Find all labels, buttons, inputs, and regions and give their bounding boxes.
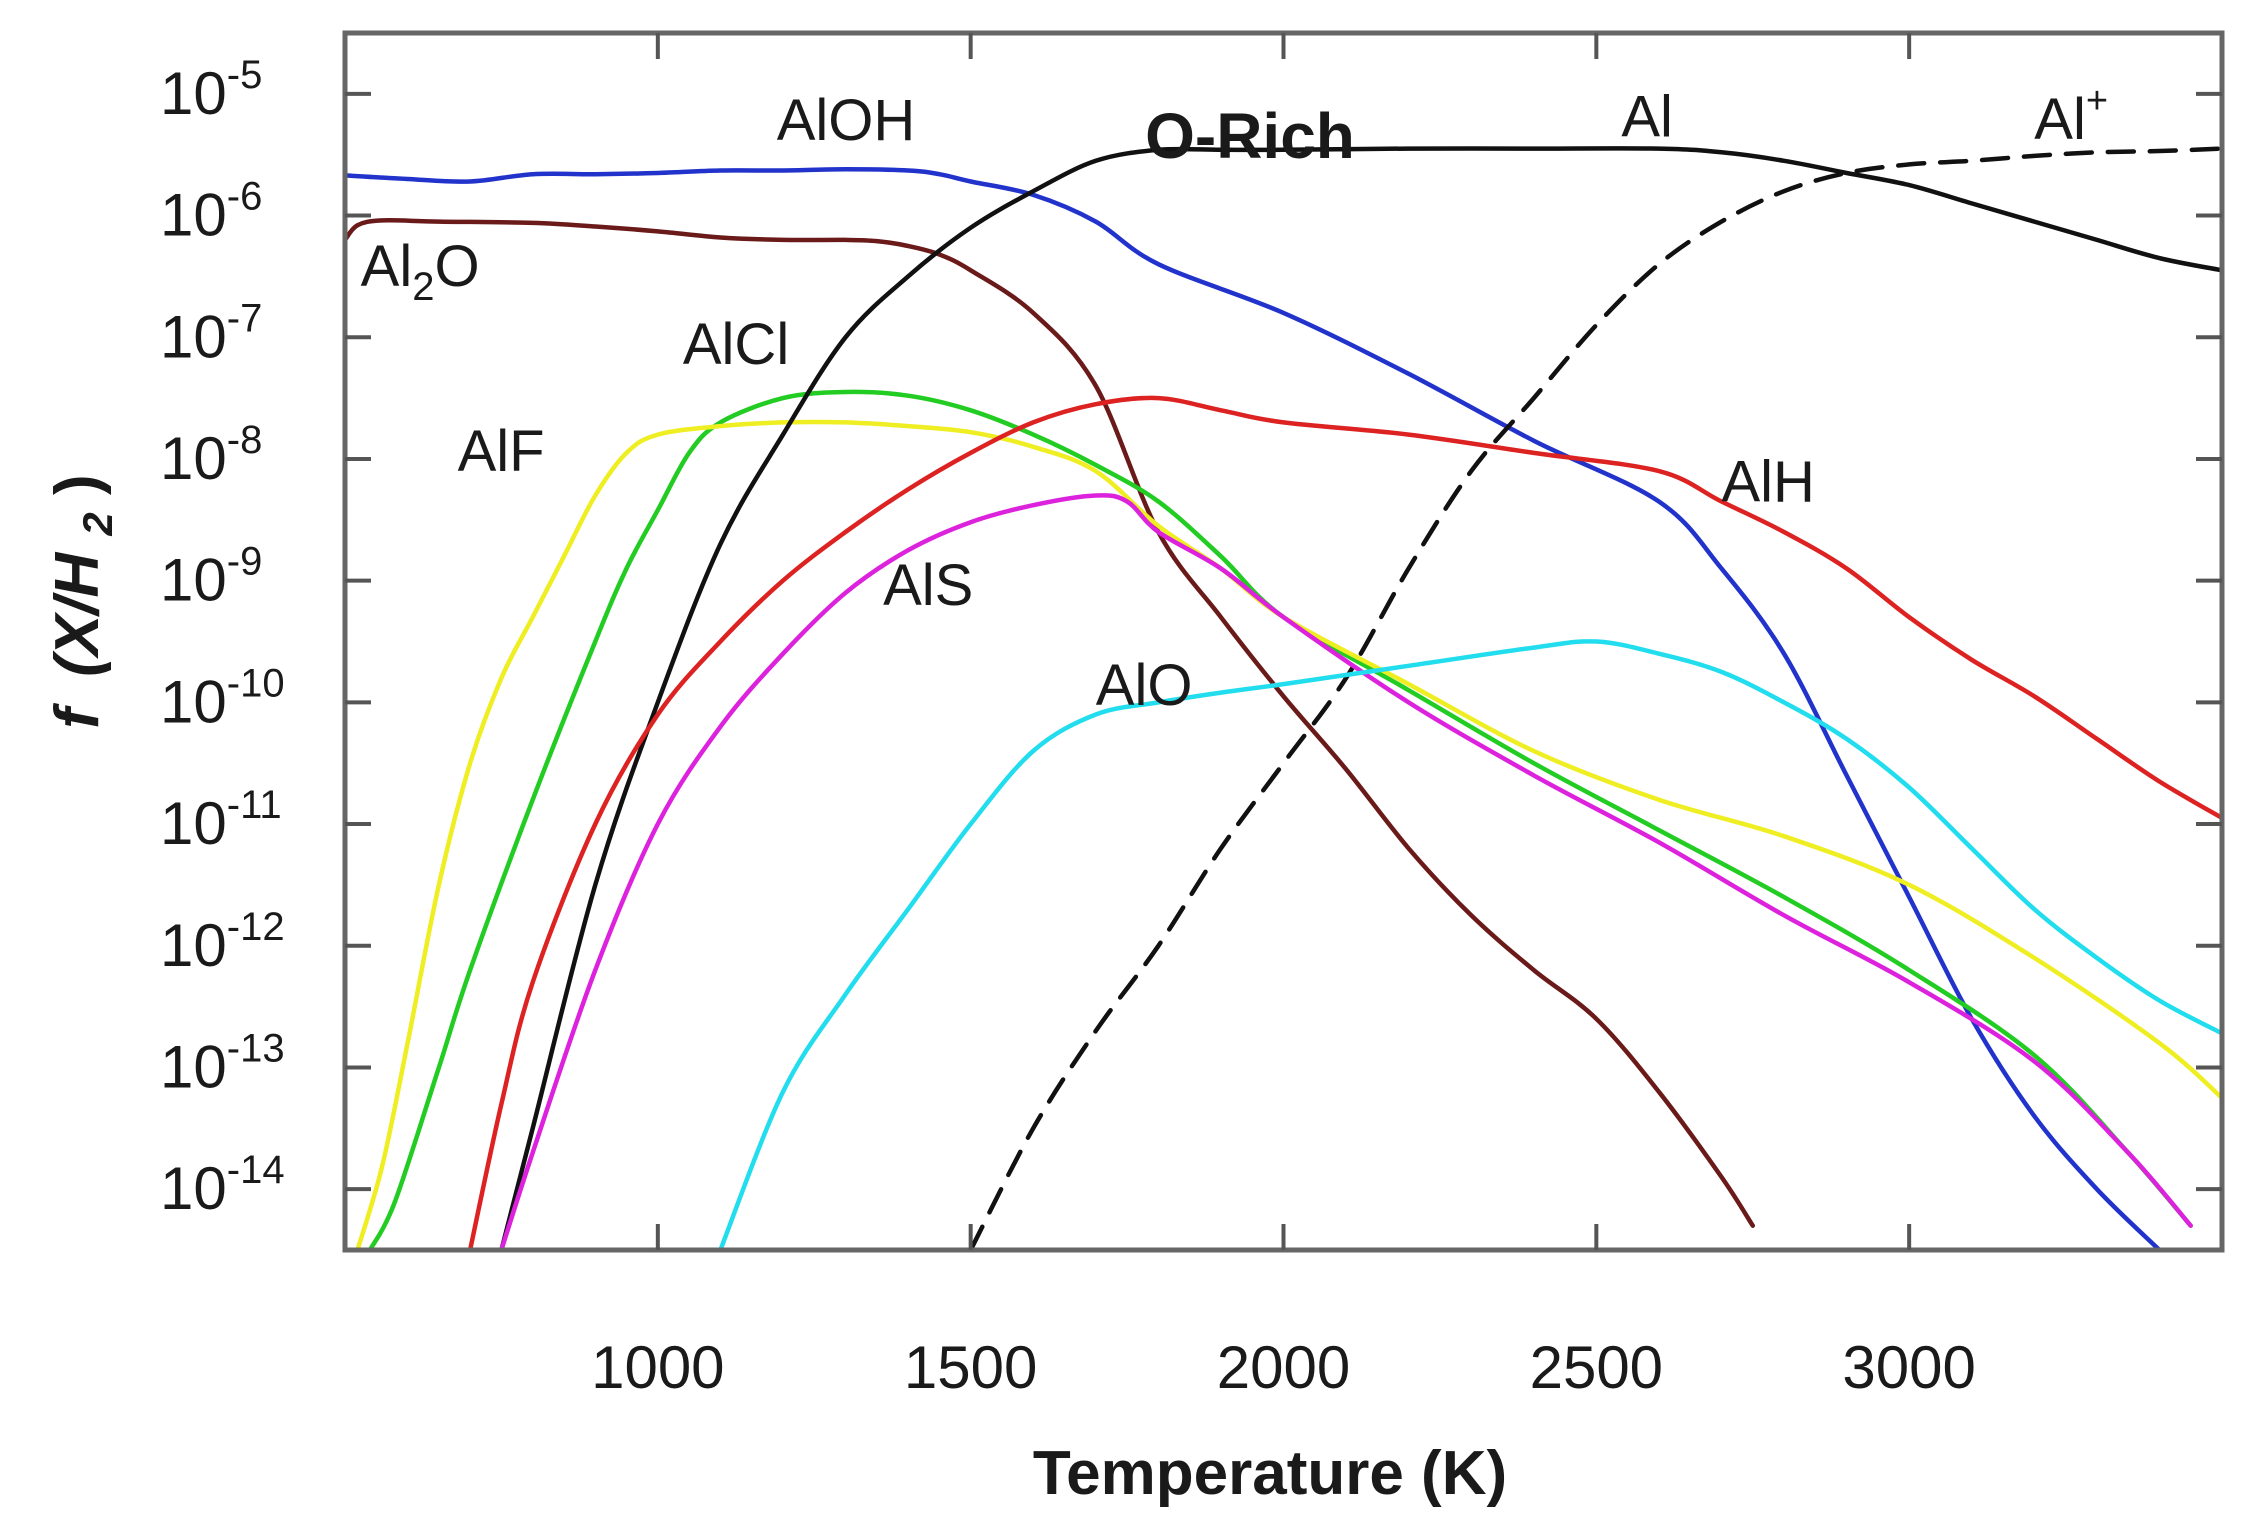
- y-tick-label: 10-14: [160, 1148, 285, 1222]
- y-tick-label: 10-10: [160, 661, 285, 735]
- series-label-als: AlS: [883, 553, 973, 618]
- y-tick-label: 10-11: [160, 783, 282, 857]
- y-tick-label: 10-5: [160, 53, 262, 127]
- series-label-alcl: AlCl: [683, 312, 789, 377]
- series-line-alcl: [367, 389, 2193, 1250]
- series-label-al2o: Al2O: [361, 234, 480, 309]
- series-line-alo: [718, 639, 2222, 1250]
- series-labels: AlOH Al2O AlCl AlF Al Al+ AlH AlS AlO: [361, 80, 2108, 718]
- series-label-alh: AlH: [1721, 450, 1814, 515]
- y-axis-title: f (X/H 2 ): [43, 474, 126, 728]
- x-tick-label: 3000: [1842, 1334, 1975, 1401]
- series-label-alf: AlF: [458, 419, 545, 484]
- x-tick-label: 1500: [904, 1334, 1037, 1401]
- y-tick-label: 10-6: [160, 175, 262, 249]
- x-tick-label: 2000: [1217, 1334, 1350, 1401]
- y-tick-label: 10-9: [160, 540, 262, 614]
- x-tick-label: 2500: [1530, 1334, 1663, 1401]
- y-tick-label: 10-13: [160, 1026, 285, 1100]
- series-line-al-plus: [968, 146, 2222, 1250]
- series-label-al-plus: Al+: [2034, 80, 2108, 152]
- series-line-alh: [467, 395, 2222, 1250]
- y-tick-label: 10-7: [160, 296, 262, 370]
- series-label-al: Al: [1621, 84, 1673, 149]
- x-tick-label: 1000: [591, 1334, 724, 1401]
- series-label-alo: AlO: [1096, 653, 1193, 718]
- series-layer: [345, 146, 2222, 1250]
- y-tick-label: 10-8: [160, 418, 262, 492]
- series-line-alf: [355, 419, 2222, 1250]
- series-line-al2o: [345, 218, 1756, 1228]
- y-axis-ticks: 10-5 10-6 10-7 10-8 10-9 10-10 10-11 10-12 10-13…: [160, 53, 2222, 1222]
- series-label-aloh: AlOH: [777, 88, 916, 153]
- series-line-als: [499, 493, 2193, 1250]
- chart-title: O-Rich: [1145, 100, 1355, 172]
- y-axis-title-text: (X/H: [43, 552, 112, 677]
- y-axis-title-prefix: f: [43, 703, 112, 729]
- x-axis-title: Temperature (K): [1033, 1439, 1507, 1508]
- series-line-al: [499, 146, 2222, 1250]
- series-line-aloh: [345, 167, 2162, 1250]
- y-axis-title-close: ): [43, 474, 112, 495]
- y-tick-label: 10-12: [160, 905, 285, 979]
- y-axis-title-subscript: 2: [74, 512, 121, 536]
- x-axis-ticks: 1000 1500 2000 2500 3000: [591, 33, 1976, 1401]
